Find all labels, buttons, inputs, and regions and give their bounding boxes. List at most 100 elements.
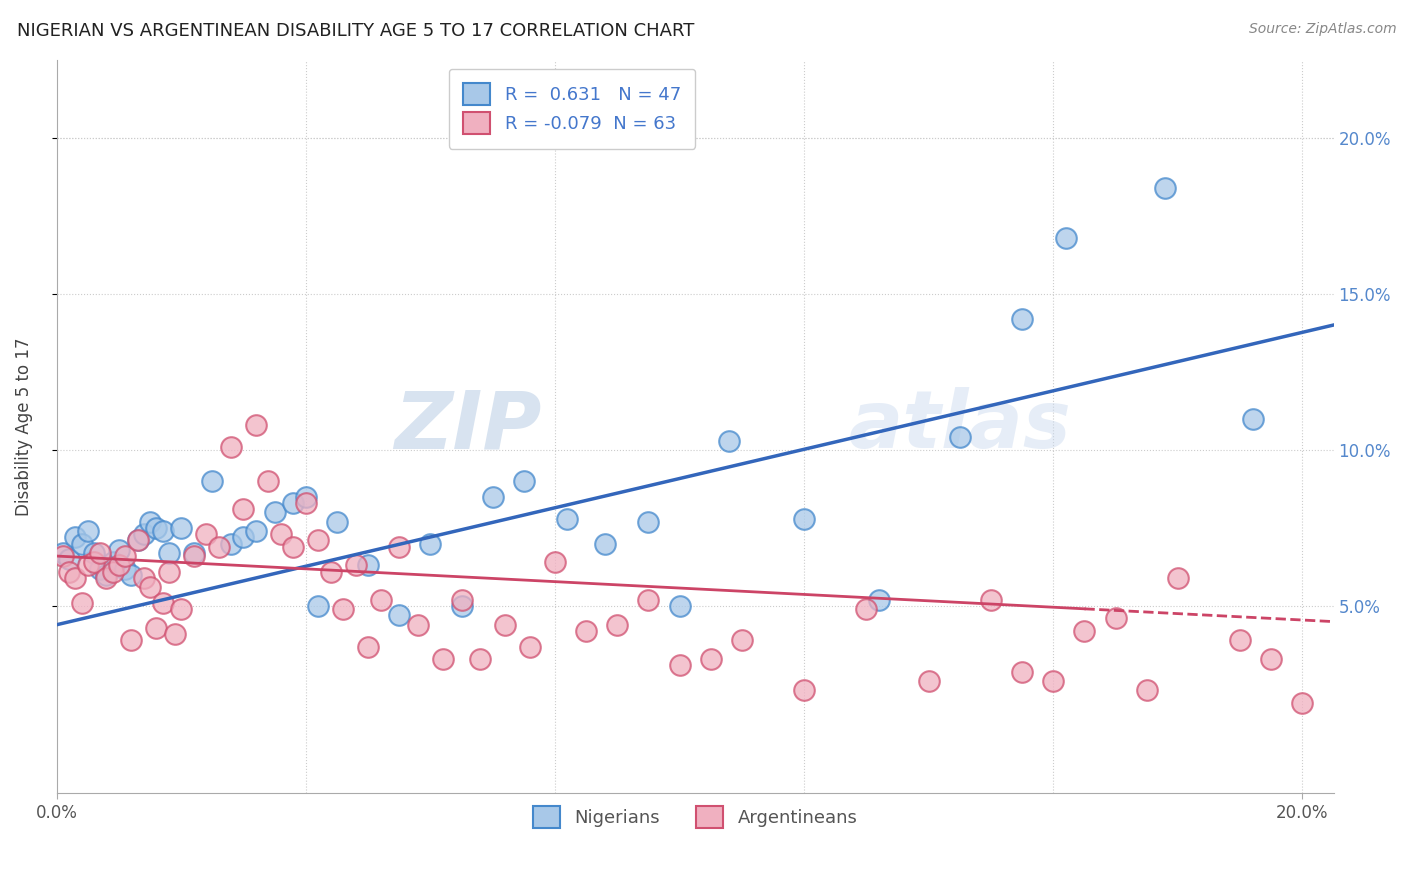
Point (108, 558, 131, 573)
Point (1229, 633, 1251, 648)
Point (127, 533, 149, 548)
Point (494, 617, 516, 632)
Point (170, 521, 193, 535)
Point (52, 546, 75, 560)
Point (1011, 311, 1033, 326)
Point (1291, 696, 1313, 710)
Point (432, 652, 454, 666)
Point (76, 558, 98, 573)
Y-axis label: Disability Age 5 to 17: Disability Age 5 to 17 (15, 337, 32, 516)
Point (76, 524, 98, 538)
Point (481, 490, 503, 504)
Point (450, 599, 472, 613)
Point (219, 440, 242, 454)
Point (637, 592, 659, 607)
Point (450, 592, 472, 607)
Point (96, 567, 118, 582)
Point (1104, 611, 1126, 625)
Point (195, 527, 218, 541)
Point (157, 546, 180, 560)
Point (1167, 571, 1189, 585)
Point (307, 533, 329, 548)
Point (257, 474, 280, 488)
Point (127, 533, 149, 548)
Point (232, 530, 254, 544)
Point (1011, 665, 1033, 679)
Point (263, 505, 285, 519)
Point (1241, 411, 1264, 425)
Point (139, 580, 162, 594)
Point (157, 565, 180, 579)
Point (108, 542, 131, 557)
Point (163, 627, 186, 641)
Point (219, 536, 242, 550)
Point (89, 561, 111, 575)
Point (101, 555, 124, 569)
Point (357, 640, 380, 654)
Point (145, 621, 167, 635)
Point (319, 565, 342, 579)
Point (1136, 683, 1159, 698)
Point (557, 511, 579, 525)
Point (245, 524, 267, 538)
Point (83, 546, 105, 560)
Point (1042, 673, 1064, 688)
Point (370, 592, 392, 607)
Point (96, 571, 118, 585)
Point (232, 502, 254, 516)
Point (139, 515, 162, 529)
Point (332, 602, 354, 616)
Point (544, 555, 567, 569)
Point (793, 683, 815, 698)
Point (52, 549, 75, 563)
Point (406, 617, 429, 632)
Point (270, 527, 292, 541)
Point (101, 565, 124, 579)
Point (1260, 652, 1282, 666)
Point (152, 596, 174, 610)
Point (1054, 230, 1077, 244)
Point (283, 496, 305, 510)
Point (855, 602, 877, 616)
Point (207, 540, 229, 554)
Point (114, 549, 136, 563)
Point (170, 602, 193, 616)
Point (145, 521, 167, 535)
Point (65, 571, 87, 585)
Point (120, 567, 142, 582)
Point (58, 565, 80, 579)
Point (357, 558, 380, 573)
Point (718, 434, 741, 448)
Point (83, 555, 105, 569)
Point (980, 592, 1002, 607)
Point (593, 536, 616, 550)
Point (114, 561, 136, 575)
Point (1154, 180, 1177, 194)
Point (637, 515, 659, 529)
Point (201, 474, 224, 488)
Point (344, 558, 367, 573)
Point (388, 540, 411, 554)
Point (513, 474, 536, 488)
Point (793, 511, 815, 525)
Text: ZIP: ZIP (395, 387, 541, 466)
Point (668, 599, 690, 613)
Point (245, 417, 267, 432)
Point (470, 652, 492, 666)
Point (120, 633, 142, 648)
Point (326, 515, 349, 529)
Point (294, 496, 316, 510)
Point (575, 624, 598, 638)
Point (918, 673, 941, 688)
Point (419, 536, 441, 550)
Point (132, 571, 155, 585)
Text: atlas: atlas (848, 387, 1071, 466)
Point (183, 549, 205, 563)
Point (949, 430, 972, 444)
Point (70, 596, 93, 610)
Point (388, 608, 411, 623)
Point (307, 599, 329, 613)
Point (699, 652, 721, 666)
Point (868, 592, 890, 607)
Point (519, 640, 541, 654)
